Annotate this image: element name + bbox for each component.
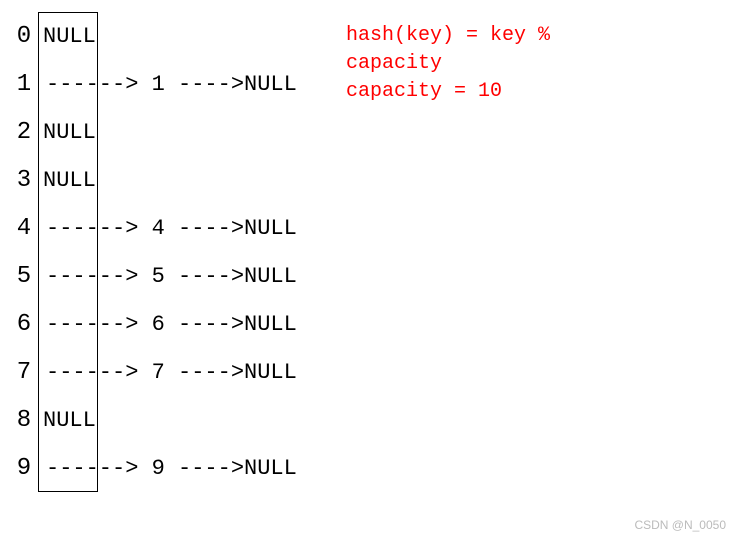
formula-line3: capacity = 10 [346, 78, 550, 106]
bucket-row-7: 7 ------> 7 ---->NULL [0, 348, 736, 396]
bucket-chain: ------> 9 ---->NULL [46, 456, 297, 481]
bucket-chain: ------> 5 ---->NULL [46, 264, 297, 289]
null-label: NULL [43, 24, 96, 49]
bucket-cell: NULL [38, 108, 98, 156]
bucket-index: 0 [14, 23, 34, 50]
bucket-index: 4 [14, 215, 34, 242]
bucket-index: 6 [14, 311, 34, 338]
bucket-index: 8 [14, 407, 34, 434]
bucket-chain: ------> 4 ---->NULL [46, 216, 297, 241]
bucket-chain: ------> 6 ---->NULL [46, 312, 297, 337]
bucket-cell: NULL [38, 396, 98, 444]
null-label: NULL [43, 408, 96, 433]
formula-line1: hash(key) = key % [346, 22, 550, 50]
bucket-row-5: 5 ------> 5 ---->NULL [0, 252, 736, 300]
bucket-chain: ------> 1 ---->NULL [46, 72, 297, 97]
bucket-row-4: 4 ------> 4 ---->NULL [0, 204, 736, 252]
bucket-index: 1 [14, 71, 34, 98]
bucket-cell: NULL [38, 156, 98, 204]
bucket-index: 2 [14, 119, 34, 146]
watermark: CSDN @N_0050 [634, 518, 726, 532]
bucket-index: 7 [14, 359, 34, 386]
null-label: NULL [43, 168, 96, 193]
bucket-row-2: 2 NULL [0, 108, 736, 156]
formula-line2: capacity [346, 50, 550, 78]
null-label: NULL [43, 120, 96, 145]
bucket-cell: NULL [38, 12, 98, 60]
hash-formula: hash(key) = key % capacity capacity = 10 [346, 22, 550, 106]
bucket-row-6: 6 ------> 6 ---->NULL [0, 300, 736, 348]
bucket-row-3: 3 NULL [0, 156, 736, 204]
bucket-index: 5 [14, 263, 34, 290]
bucket-row-8: 8 NULL [0, 396, 736, 444]
bucket-row-9: 9 ------> 9 ---->NULL [0, 444, 736, 492]
bucket-index: 9 [14, 455, 34, 482]
bucket-chain: ------> 7 ---->NULL [46, 360, 297, 385]
bucket-index: 3 [14, 167, 34, 194]
